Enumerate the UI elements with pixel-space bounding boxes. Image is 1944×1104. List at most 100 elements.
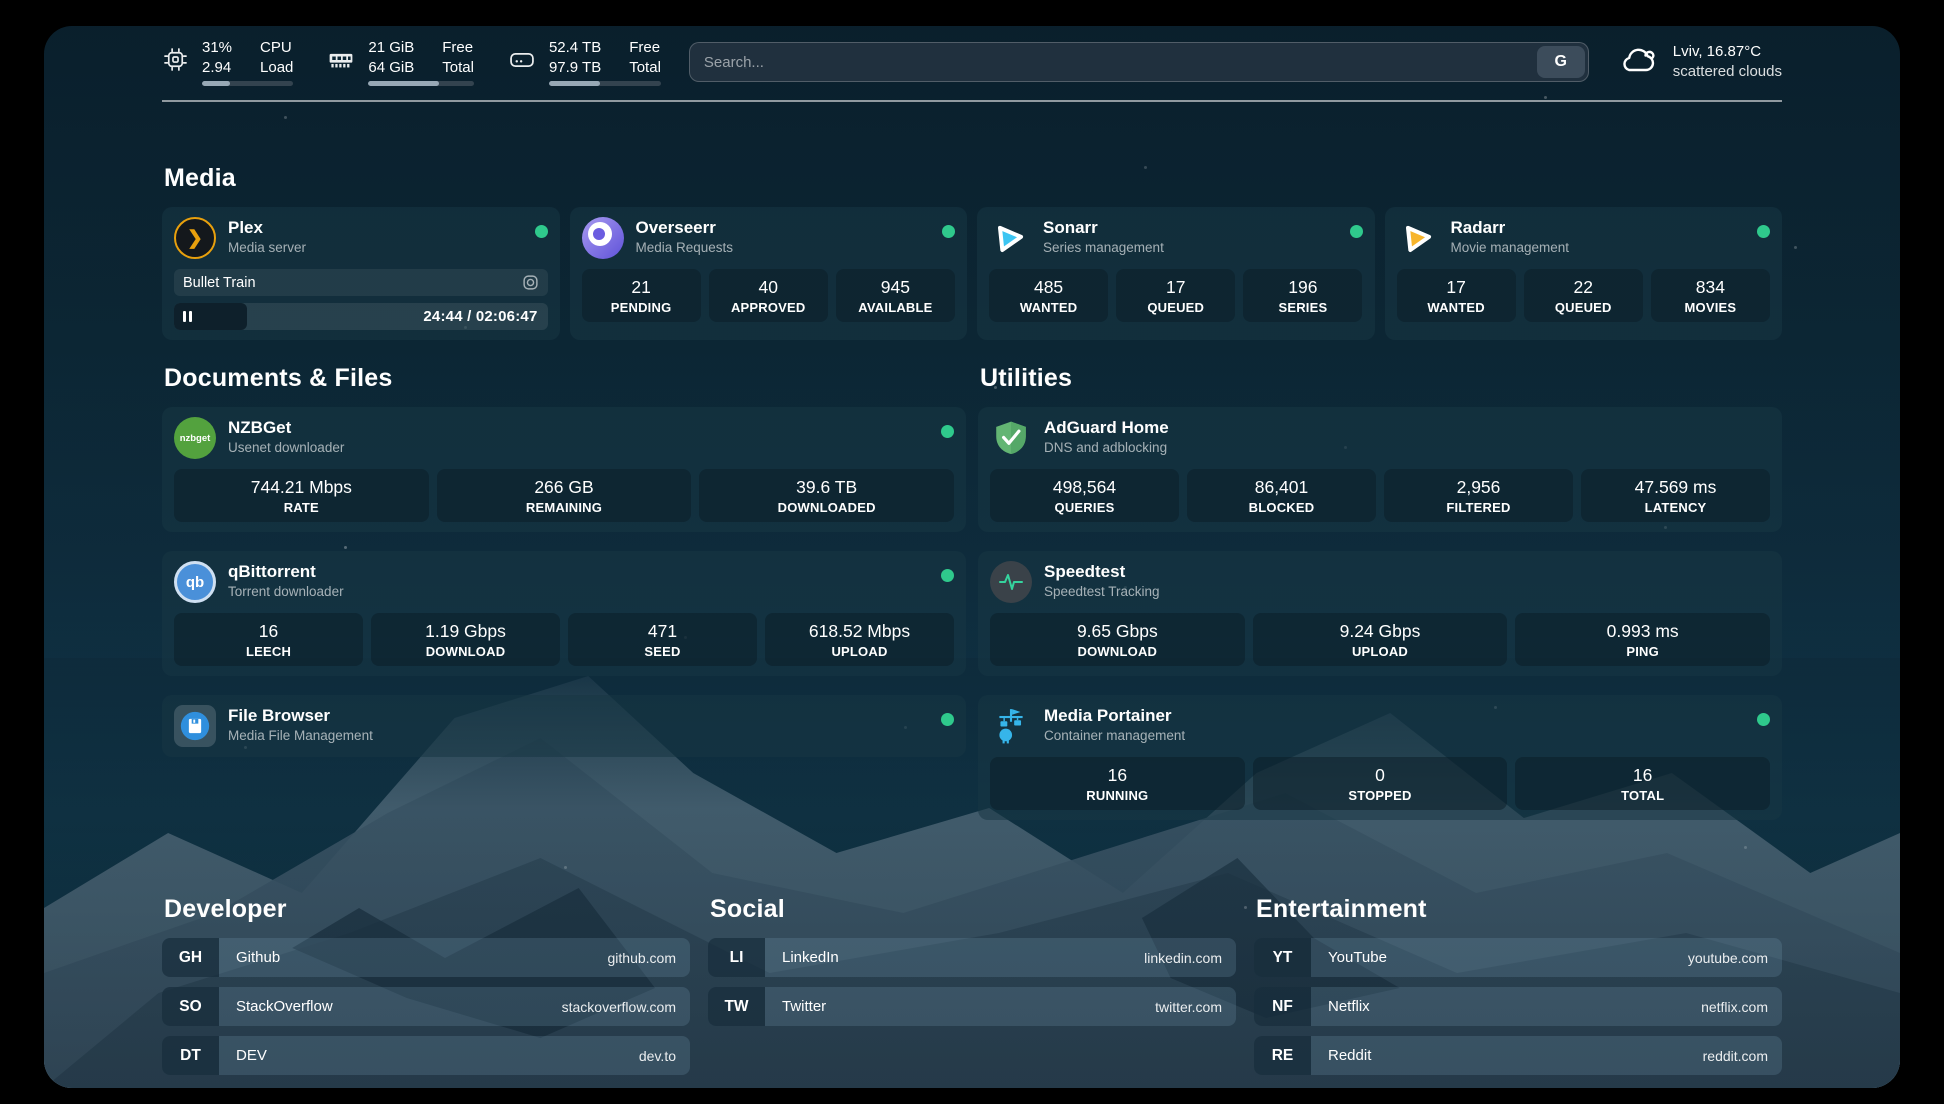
- service-card-radarr[interactable]: Radarr Movie management 17 WANTED 22 QUE…: [1384, 207, 1782, 340]
- bookmark-dev[interactable]: DT DEV dev.to: [162, 1036, 690, 1075]
- top-bar: 31% 2.94 CPU Load: [162, 38, 1782, 86]
- status-dot: [534, 225, 548, 238]
- bookmark-abbr: RE: [1254, 1036, 1311, 1075]
- bookmark-name: Github: [236, 949, 281, 966]
- service-name: File Browser: [228, 706, 331, 725]
- nzbget-icon: nzbget: [174, 417, 216, 459]
- stat-block: 0.993 ms PING: [1515, 613, 1770, 666]
- stat-block: 16 RUNNING: [990, 757, 1245, 810]
- stat-block: 86,401 BLOCKED: [1187, 469, 1376, 522]
- disk-stat-widget: 52.4 TB 97.9 TB Free Total: [508, 38, 661, 86]
- cloud-icon: [1619, 42, 1659, 83]
- stat-block: 471 SEED: [568, 613, 757, 666]
- bookmark-linkedin[interactable]: LI LinkedIn linkedin.com: [708, 938, 1236, 977]
- weather-condition: scattered clouds: [1672, 63, 1782, 80]
- documents-section-title: Documents & Files: [164, 364, 393, 392]
- service-name: NZBGet: [228, 418, 292, 437]
- stat-block: 2,956 FILTERED: [1384, 469, 1573, 522]
- stat-block: 40 APPROVED: [708, 269, 828, 322]
- overseerr-icon: [581, 217, 624, 259]
- service-name: Media Portainer: [1044, 706, 1172, 725]
- bookmark-stackoverflow[interactable]: SO StackOverflow stackoverflow.com: [162, 987, 690, 1026]
- stat-block: 39.6 TB DOWNLOADED: [699, 469, 954, 522]
- service-description: Torrent downloader: [228, 584, 344, 599]
- status-dot: [942, 225, 955, 238]
- stat-block: 485 WANTED: [989, 269, 1109, 322]
- bookmark-abbr: SO: [162, 987, 219, 1026]
- status-dot: [1757, 225, 1770, 238]
- service-card-portainer[interactable]: Media Portainer Container management 16 …: [978, 695, 1782, 820]
- bookmark-abbr: YT: [1254, 938, 1311, 977]
- bookmark-name: YouTube: [1328, 949, 1387, 966]
- service-description: Speedtest Tracking: [1044, 584, 1160, 599]
- pause-icon: [183, 311, 192, 322]
- utilities-section-title: Utilities: [980, 364, 1073, 392]
- bookmark-abbr: TW: [708, 987, 765, 1026]
- disk-free: 52.4 TB: [548, 39, 602, 56]
- stat-block: 834 MOVIES: [1650, 269, 1770, 322]
- disk-labels: Free Total: [629, 39, 661, 76]
- cpu-icon: [162, 46, 189, 78]
- bookmark-name: DEV: [236, 1047, 267, 1064]
- bookmark-domain: github.com: [607, 949, 676, 966]
- service-card-plex[interactable]: ❯ Plex Media server Bullet Train: [162, 207, 560, 340]
- bookmark-twitter[interactable]: TW Twitter twitter.com: [708, 987, 1236, 1026]
- service-card-nzbget[interactable]: nzbget NZBGet Usenet downloader 744.21 M…: [162, 407, 966, 532]
- speedtest-icon: [990, 561, 1032, 603]
- portainer-icon: [990, 705, 1032, 747]
- bookmark-github[interactable]: GH Github github.com: [162, 938, 690, 977]
- search-bar[interactable]: G: [688, 42, 1589, 82]
- memory-free: 21 GiB: [368, 39, 415, 56]
- stat-block: 0 STOPPED: [1252, 757, 1508, 810]
- media-section-title: Media: [164, 164, 236, 192]
- plex-now-playing: Bullet Train: [174, 269, 548, 296]
- memory-labels: Free Total: [442, 39, 474, 76]
- service-description: Media File Management: [228, 728, 373, 743]
- stat-block: 498,564 QUERIES: [990, 469, 1179, 522]
- stat-block: 618.52 Mbps UPLOAD: [765, 613, 954, 666]
- view-session-icon[interactable]: [522, 274, 539, 291]
- memory-stat-widget: 21 GiB 64 GiB Free Total: [327, 38, 474, 86]
- service-card-speedtest[interactable]: Speedtest Speedtest Tracking 9.65 Gbps D…: [978, 551, 1782, 676]
- bookmark-group-entertainment: Entertainment YT YouTube youtube.com NF …: [1254, 895, 1782, 1085]
- bookmark-youtube[interactable]: YT YouTube youtube.com: [1254, 938, 1782, 977]
- bookmark-domain: twitter.com: [1155, 998, 1222, 1015]
- service-card-adguard[interactable]: AdGuard Home DNS and adblocking 498,564 …: [978, 407, 1782, 532]
- search-input[interactable]: [703, 53, 1534, 71]
- stat-block: 9.24 Gbps UPLOAD: [1252, 613, 1508, 666]
- bookmark-netflix[interactable]: NF Netflix netflix.com: [1254, 987, 1782, 1026]
- bookmark-domain: netflix.com: [1701, 998, 1768, 1015]
- cpu-progress-bar: [202, 81, 294, 86]
- stat-block: 266 GB REMAINING: [436, 469, 692, 522]
- bookmark-reddit[interactable]: RE Reddit reddit.com: [1254, 1036, 1782, 1075]
- bookmark-abbr: NF: [1254, 987, 1311, 1026]
- bookmark-group-developer: Developer GH Github github.com SO StackO…: [162, 895, 690, 1085]
- service-card-filebrowser[interactable]: File Browser Media File Management: [162, 695, 966, 757]
- bookmark-domain: reddit.com: [1702, 1047, 1768, 1064]
- bookmark-abbr: DT: [162, 1036, 219, 1075]
- service-card-overseerr[interactable]: Overseerr Media Requests 21 PENDING 40 A…: [569, 207, 967, 340]
- bookmark-group-social: Social LI LinkedIn linkedin.com TW Twitt…: [708, 895, 1236, 1085]
- system-stats: 31% 2.94 CPU Load: [162, 38, 661, 86]
- disk-icon: [508, 46, 536, 79]
- topbar-divider: [162, 100, 1782, 102]
- stat-block: 47.569 ms LATENCY: [1581, 469, 1770, 522]
- bookmark-name: LinkedIn: [782, 949, 839, 966]
- stat-block: 744.21 Mbps RATE: [174, 469, 429, 522]
- dashboard-window: 31% 2.94 CPU Load: [44, 26, 1900, 1088]
- stat-block: 945 AVAILABLE: [835, 269, 955, 322]
- developer-group-title: Developer: [164, 895, 287, 923]
- disk-progress-bar: [548, 81, 661, 86]
- service-card-qbittorrent[interactable]: qb qBittorrent Torrent downloader 16 LEE…: [162, 551, 966, 676]
- plex-icon: ❯: [174, 217, 216, 259]
- service-card-sonarr[interactable]: Sonarr Series management 485 WANTED 17 Q…: [977, 207, 1375, 340]
- cpu-load-value: 2.94: [202, 58, 232, 76]
- disk-total: 97.9 TB: [548, 58, 602, 76]
- search-provider-button[interactable]: G: [1536, 46, 1585, 78]
- service-name: qBittorrent: [228, 562, 316, 581]
- weather-widget[interactable]: Lviv, 16.87°C scattered clouds: [1619, 42, 1782, 83]
- section-documents-files: Documents & Files nzbget NZBGet Usenet d…: [162, 364, 966, 839]
- status-dot: [941, 425, 954, 438]
- status-dot: [941, 569, 954, 582]
- service-name: Plex: [228, 218, 263, 237]
